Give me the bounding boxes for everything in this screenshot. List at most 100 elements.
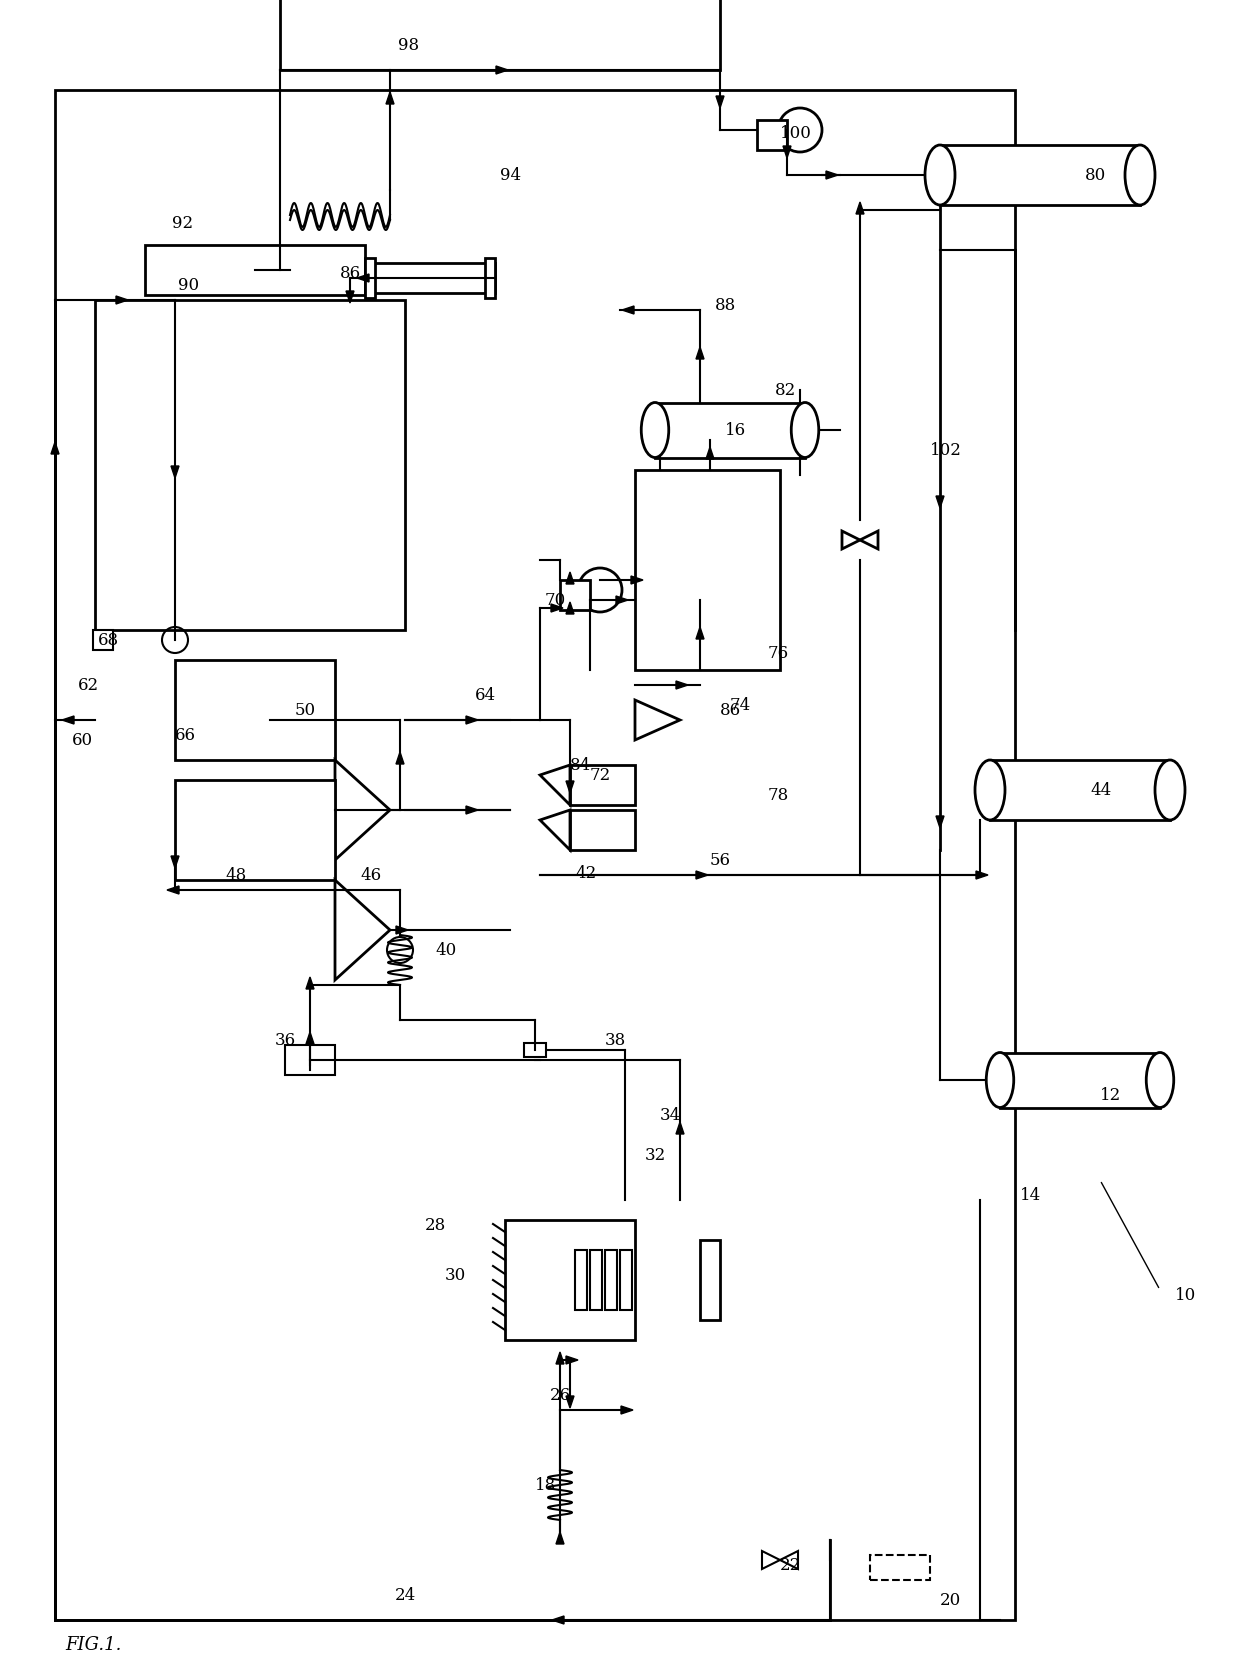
- Text: 24: 24: [396, 1587, 417, 1605]
- Text: 76: 76: [768, 645, 789, 662]
- Text: 68: 68: [98, 632, 119, 649]
- Polygon shape: [51, 442, 60, 454]
- Bar: [95, 299, 405, 630]
- Bar: [701, 1241, 720, 1320]
- Bar: [590, 1251, 601, 1310]
- Bar: [999, 1053, 1159, 1108]
- Text: 20: 20: [940, 1591, 961, 1610]
- Text: 60: 60: [72, 732, 93, 748]
- Polygon shape: [565, 602, 574, 614]
- Polygon shape: [496, 67, 508, 73]
- Text: 32: 32: [645, 1147, 666, 1164]
- Text: FIG.1.: FIG.1.: [64, 1636, 122, 1655]
- Text: 10: 10: [1176, 1287, 1197, 1304]
- Polygon shape: [396, 926, 408, 935]
- Bar: [285, 1044, 335, 1074]
- Polygon shape: [622, 306, 634, 314]
- Ellipse shape: [1125, 145, 1154, 205]
- Text: 94: 94: [500, 166, 521, 185]
- Text: 62: 62: [78, 677, 99, 693]
- Text: 78: 78: [768, 787, 789, 803]
- Polygon shape: [976, 871, 988, 880]
- Polygon shape: [696, 627, 704, 639]
- Text: 56: 56: [711, 851, 732, 870]
- Polygon shape: [715, 96, 724, 108]
- Text: 44: 44: [1090, 782, 1111, 798]
- Polygon shape: [676, 682, 688, 688]
- Bar: [525, 1043, 546, 1058]
- Text: 22: 22: [780, 1557, 801, 1573]
- Text: 102: 102: [930, 442, 962, 459]
- Text: 18: 18: [534, 1477, 557, 1493]
- Polygon shape: [565, 782, 574, 793]
- Polygon shape: [782, 146, 791, 158]
- Polygon shape: [621, 1405, 632, 1414]
- Text: 88: 88: [715, 298, 737, 314]
- Text: 50: 50: [295, 702, 316, 718]
- Text: 40: 40: [435, 941, 456, 960]
- Bar: [145, 244, 365, 294]
- Polygon shape: [706, 447, 714, 459]
- Bar: [620, 1251, 632, 1310]
- Polygon shape: [796, 436, 804, 447]
- Bar: [756, 120, 787, 150]
- Polygon shape: [357, 274, 370, 283]
- Bar: [570, 810, 635, 850]
- Bar: [280, 0, 720, 70]
- Polygon shape: [556, 1352, 564, 1364]
- Bar: [635, 471, 780, 670]
- Ellipse shape: [986, 1053, 1014, 1108]
- Text: 74: 74: [730, 697, 751, 713]
- Polygon shape: [696, 871, 708, 880]
- Bar: [55, 90, 1016, 1620]
- Polygon shape: [936, 817, 944, 828]
- Text: 38: 38: [605, 1033, 626, 1049]
- Text: 48: 48: [224, 866, 247, 885]
- Polygon shape: [306, 976, 314, 989]
- Text: 46: 46: [360, 866, 381, 885]
- Text: 14: 14: [1021, 1187, 1042, 1204]
- Polygon shape: [552, 1616, 564, 1625]
- Text: 72: 72: [590, 767, 611, 783]
- Bar: [570, 765, 635, 805]
- Polygon shape: [696, 348, 704, 359]
- Ellipse shape: [791, 402, 818, 457]
- Polygon shape: [306, 1033, 314, 1044]
- Bar: [940, 145, 1140, 205]
- Text: 100: 100: [780, 125, 812, 141]
- Polygon shape: [346, 291, 353, 303]
- Bar: [575, 1251, 587, 1310]
- Ellipse shape: [925, 145, 955, 205]
- Bar: [175, 660, 335, 760]
- Text: 80: 80: [1085, 166, 1106, 185]
- Polygon shape: [386, 91, 394, 105]
- Polygon shape: [936, 496, 944, 507]
- Text: 64: 64: [475, 687, 496, 703]
- Polygon shape: [656, 422, 663, 434]
- Bar: [365, 258, 374, 298]
- Polygon shape: [631, 575, 644, 584]
- Polygon shape: [856, 201, 864, 215]
- Bar: [485, 258, 495, 298]
- Text: 12: 12: [1100, 1088, 1121, 1104]
- Bar: [655, 402, 805, 457]
- Text: 86: 86: [340, 264, 361, 283]
- Bar: [990, 760, 1171, 820]
- Ellipse shape: [641, 402, 668, 457]
- Polygon shape: [62, 717, 74, 723]
- Text: 98: 98: [398, 37, 419, 53]
- Bar: [560, 580, 590, 610]
- Polygon shape: [616, 595, 627, 604]
- Polygon shape: [556, 1532, 564, 1543]
- Polygon shape: [565, 572, 574, 584]
- Text: 16: 16: [725, 422, 746, 439]
- Polygon shape: [565, 1395, 574, 1409]
- Text: 82: 82: [775, 382, 796, 399]
- Text: 92: 92: [172, 215, 193, 233]
- Polygon shape: [396, 752, 404, 763]
- Polygon shape: [676, 1123, 684, 1134]
- Text: 34: 34: [660, 1108, 681, 1124]
- Text: 26: 26: [551, 1387, 572, 1404]
- Ellipse shape: [1154, 760, 1185, 820]
- Polygon shape: [826, 171, 838, 180]
